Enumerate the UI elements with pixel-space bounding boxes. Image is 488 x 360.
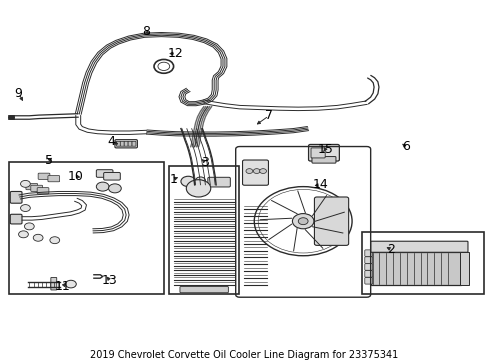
Text: 10: 10 — [68, 170, 83, 183]
FancyBboxPatch shape — [48, 176, 60, 182]
FancyBboxPatch shape — [314, 197, 348, 246]
FancyBboxPatch shape — [96, 170, 113, 177]
Circle shape — [24, 223, 34, 230]
FancyBboxPatch shape — [242, 160, 268, 185]
Bar — [168, 166, 238, 294]
Circle shape — [245, 168, 252, 174]
Circle shape — [96, 182, 109, 191]
FancyBboxPatch shape — [120, 141, 124, 146]
Text: 12: 12 — [168, 47, 183, 60]
FancyBboxPatch shape — [132, 141, 136, 146]
Bar — [370, 252, 460, 285]
Bar — [361, 231, 483, 294]
FancyBboxPatch shape — [115, 140, 137, 148]
Text: 7: 7 — [264, 109, 272, 122]
Circle shape — [195, 177, 205, 184]
Circle shape — [20, 204, 30, 212]
FancyBboxPatch shape — [364, 264, 372, 270]
FancyBboxPatch shape — [364, 278, 372, 284]
Text: 2: 2 — [386, 243, 394, 256]
Text: 5: 5 — [45, 154, 53, 167]
FancyBboxPatch shape — [51, 278, 57, 290]
FancyBboxPatch shape — [364, 271, 372, 277]
Text: 14: 14 — [312, 179, 327, 192]
FancyBboxPatch shape — [207, 177, 230, 187]
Text: 8: 8 — [142, 24, 149, 37]
Circle shape — [253, 168, 260, 174]
Circle shape — [65, 280, 76, 288]
FancyBboxPatch shape — [370, 241, 467, 252]
Text: 9: 9 — [15, 87, 22, 100]
Bar — [459, 252, 468, 285]
FancyBboxPatch shape — [124, 141, 128, 146]
Text: 6: 6 — [401, 140, 409, 153]
Circle shape — [298, 218, 307, 225]
Circle shape — [19, 231, 28, 238]
Circle shape — [292, 213, 313, 229]
Text: 11: 11 — [55, 280, 70, 293]
Text: 1: 1 — [169, 172, 177, 185]
Text: 13: 13 — [102, 274, 118, 287]
FancyBboxPatch shape — [10, 214, 22, 224]
Circle shape — [20, 180, 30, 187]
Circle shape — [33, 234, 43, 241]
FancyBboxPatch shape — [37, 188, 49, 194]
FancyBboxPatch shape — [308, 144, 339, 161]
Circle shape — [108, 184, 121, 193]
FancyBboxPatch shape — [310, 148, 325, 158]
Circle shape — [259, 168, 266, 174]
Text: 3: 3 — [201, 156, 209, 169]
FancyBboxPatch shape — [103, 172, 120, 180]
FancyBboxPatch shape — [311, 157, 335, 163]
FancyBboxPatch shape — [31, 185, 42, 192]
Text: 4: 4 — [107, 135, 115, 148]
FancyBboxPatch shape — [364, 257, 372, 264]
FancyBboxPatch shape — [180, 287, 228, 293]
FancyBboxPatch shape — [26, 184, 38, 190]
Bar — [9, 162, 163, 294]
FancyBboxPatch shape — [38, 173, 50, 179]
Text: 15: 15 — [317, 143, 332, 156]
Circle shape — [186, 180, 210, 197]
Circle shape — [181, 176, 195, 186]
FancyBboxPatch shape — [128, 141, 132, 146]
Text: 2019 Chevrolet Corvette Oil Cooler Line Diagram for 23375341: 2019 Chevrolet Corvette Oil Cooler Line … — [90, 350, 398, 360]
FancyBboxPatch shape — [116, 141, 120, 146]
FancyBboxPatch shape — [364, 250, 372, 256]
Circle shape — [50, 237, 60, 244]
FancyBboxPatch shape — [10, 192, 22, 203]
